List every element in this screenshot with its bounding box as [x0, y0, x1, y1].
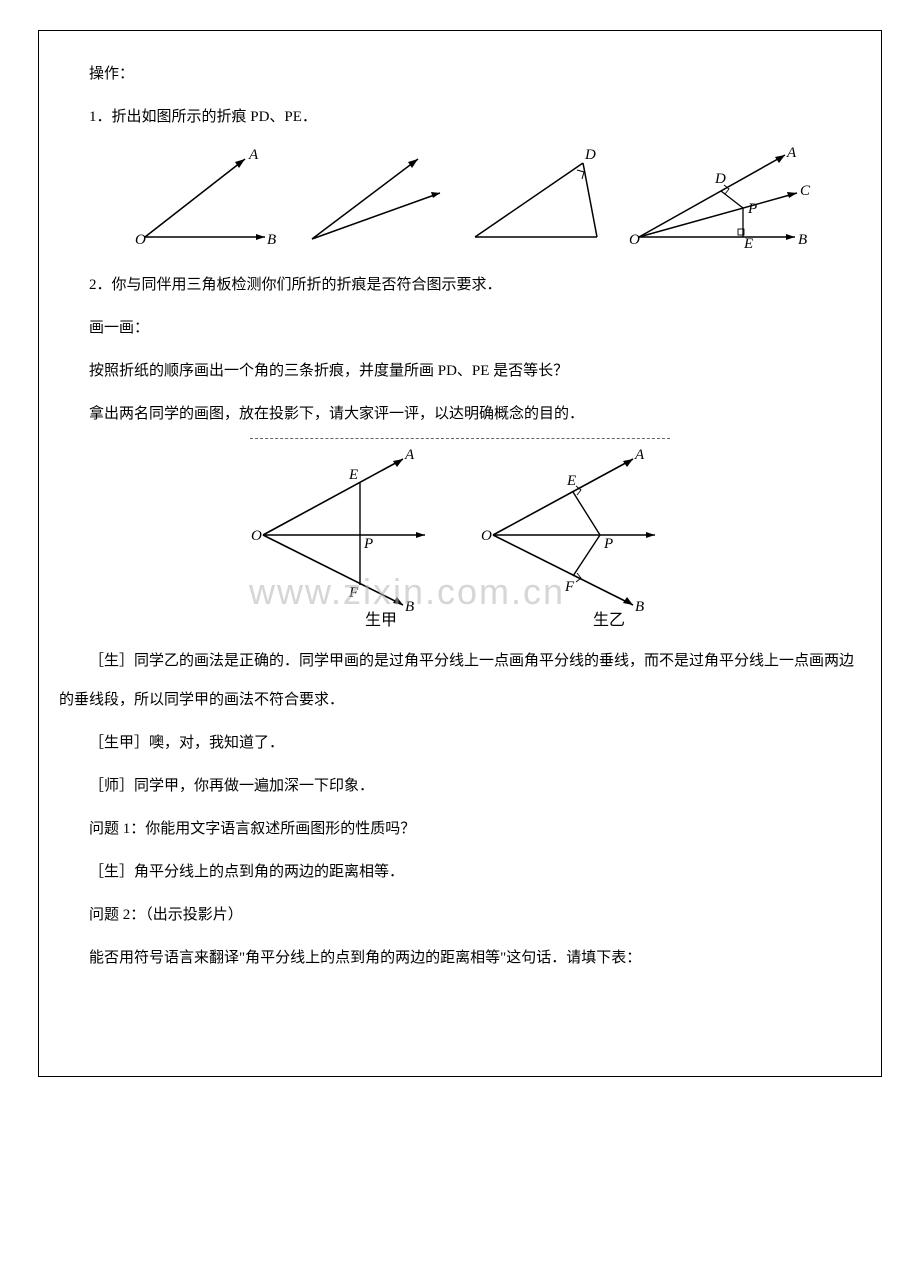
label-Ob: O	[481, 528, 492, 544]
label-Pb: P	[603, 536, 613, 552]
para-student-a: ［生甲］噢，对，我知道了．	[59, 724, 861, 763]
para-translate: 能否用符号语言来翻译"角平分线上的点到角的两边的距离相等"这句话．请填下表：	[59, 939, 861, 978]
label-Oa: O	[251, 528, 262, 544]
para-operate: 操作：	[59, 55, 861, 94]
label-Ea: E	[348, 467, 358, 483]
dashed-separator	[250, 438, 670, 439]
para-draw-desc: 按照折纸的顺序画出一个角的三条折痕，并度量所画 PD、PE 是否等长？	[59, 352, 861, 391]
para-q1: 问题 1：你能用文字语言叙述所画图形的性质吗？	[59, 810, 861, 849]
page-border: 操作： 1．折出如图所示的折痕 PD、PE． O A B D	[38, 30, 882, 1077]
para-draw: 画一画：	[59, 309, 861, 348]
figure-angle-4: O A B C D E P	[625, 145, 820, 250]
label-D4: D	[714, 171, 726, 187]
label-E4: E	[743, 236, 753, 250]
label-B: B	[267, 232, 276, 248]
figure-student-a: O A B E F P 生甲	[245, 445, 445, 630]
caption-b: 生乙	[593, 611, 625, 629]
para-step2: 2．你与同伴用三角板检测你们所折的折痕是否符合图示要求．	[59, 266, 861, 305]
label-A: A	[248, 147, 259, 163]
figure-row-1: O A B D	[59, 145, 861, 250]
label-Fa: F	[348, 585, 359, 601]
label-Ab: A	[634, 447, 645, 463]
para-teacher: ［师］同学甲，你再做一遍加深一下印象．	[59, 767, 861, 806]
label-Ba: B	[405, 599, 414, 615]
figure-angle-2	[300, 145, 455, 250]
label-Aa: A	[404, 447, 415, 463]
label-Bb: B	[635, 599, 644, 615]
figure-row-2: O A B E F P 生甲 O A B E F P 生乙	[59, 445, 861, 630]
label-D: D	[584, 147, 596, 163]
para-compare: 拿出两名同学的画图，放在投影下，请大家评一评，以达明确概念的目的．	[59, 395, 861, 434]
label-B4: B	[798, 232, 807, 248]
figure-angle-3: D	[465, 145, 615, 250]
para-student-comment: ［生］同学乙的画法是正确的．同学甲画的是过角平分线上一点画角平分线的垂线，而不是…	[59, 642, 861, 720]
label-O4: O	[629, 232, 640, 248]
figure-angle-1: O A B	[125, 145, 290, 250]
label-Eb: E	[566, 473, 576, 489]
para-q2: 问题 2：（出示投影片）	[59, 896, 861, 935]
label-Pa: P	[363, 536, 373, 552]
label-C4: C	[800, 183, 811, 199]
label-P4: P	[747, 201, 757, 217]
label-Fb: F	[564, 579, 575, 595]
label-O: O	[135, 232, 146, 248]
figure-student-b: O A B E F P 生乙	[475, 445, 675, 630]
caption-a: 生甲	[365, 611, 397, 629]
para-student-answer: ［生］角平分线上的点到角的两边的距离相等．	[59, 853, 861, 892]
label-A4: A	[786, 145, 797, 161]
para-step1: 1．折出如图所示的折痕 PD、PE．	[59, 98, 861, 137]
